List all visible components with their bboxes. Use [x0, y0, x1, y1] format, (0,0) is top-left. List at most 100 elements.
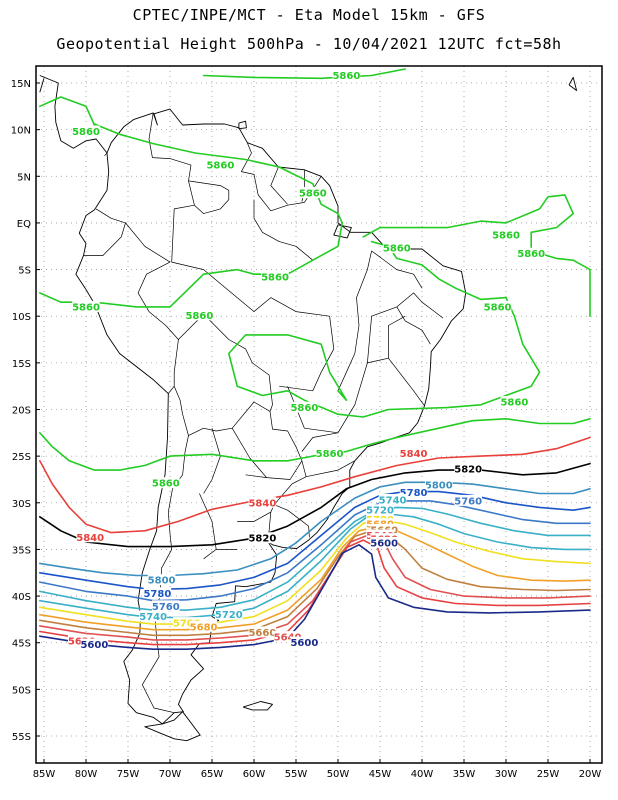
axis-labels: 15N 10N 5N EQ 5S 10S 15S 20S 25S 30S 35S 40S 45S 50S 5… [11, 79, 602, 780]
lon-tick-label: 70W [159, 769, 182, 780]
country-border [125, 222, 179, 394]
lon-tick-label: 60W [243, 769, 266, 780]
contour-label-bg [248, 532, 277, 544]
contour-label-bg [290, 401, 319, 413]
country-border [270, 297, 335, 392]
contour-label: 5860 [261, 273, 289, 284]
contour-label: 5600 [370, 538, 398, 549]
country-border [83, 208, 126, 256]
height-contour [39, 500, 591, 602]
contour-label: 5740 [379, 495, 407, 506]
country-border [301, 432, 339, 452]
lon-tick-label: 35W [453, 769, 476, 780]
contour-label: 5860 [383, 244, 411, 255]
contour-label: 5820 [454, 465, 482, 476]
contour-label-bg [152, 600, 180, 612]
lat-tick-label: 50S [12, 685, 31, 696]
lon-tick-label: 80W [75, 769, 98, 780]
lon-tick-label: 40W [411, 769, 434, 780]
contour-label-bg [425, 479, 453, 491]
lon-tick-label: 50W [327, 769, 350, 780]
contour-label-bg [173, 617, 201, 629]
contour-label-bg [399, 447, 428, 459]
contour-label-bg [139, 610, 167, 622]
height-contour [202, 68, 406, 80]
country-border [241, 142, 322, 212]
contour-label: 5800 [148, 576, 176, 587]
contour-label: 5860 [484, 302, 512, 313]
contour-label: 5720 [215, 610, 243, 621]
lat-tick-label: 20S [12, 406, 31, 417]
contour-label: 5820 [248, 534, 276, 545]
contour-label: 5660 [248, 628, 276, 639]
contour-label-bg [299, 187, 327, 199]
contour-label: 5780 [400, 488, 428, 499]
country-border [388, 315, 406, 359]
contour-label: 5800 [425, 481, 453, 492]
lon-tick-label: 75W [117, 769, 140, 780]
lat-tick-label: 10N [11, 126, 31, 137]
lat-tick-label: 25S [12, 452, 31, 463]
contour-label: 5760 [454, 496, 482, 507]
contour-label: 5700 [173, 619, 201, 630]
country-border [287, 357, 425, 434]
height-contour [39, 506, 591, 611]
contour-label-bg [378, 493, 407, 505]
contour-label-bg [206, 159, 235, 171]
lon-tick-label: 45W [369, 769, 392, 780]
contour-label: 5780 [143, 589, 171, 600]
contour-label-bg [315, 447, 344, 459]
lat-tick-label: 10S [12, 312, 31, 323]
contour-label: 5600 [290, 638, 318, 649]
contour-label-bg [517, 247, 545, 259]
lat-tick-label: 40S [12, 592, 31, 603]
country-border [236, 297, 272, 312]
contour-label-bg [76, 531, 104, 543]
chart-title: CPTEC/INPE/MCT - Eta Model 15km - GFS [132, 6, 486, 24]
contour-label-bg [189, 620, 218, 632]
lon-tick-label: 30W [495, 769, 518, 780]
height-contour [39, 418, 591, 471]
coastline [333, 224, 352, 239]
height-contour [39, 530, 591, 637]
height-contour [39, 525, 591, 631]
country-border [203, 428, 221, 494]
height-contour [362, 194, 591, 317]
contour-label-bg [332, 69, 361, 81]
country-border [245, 474, 267, 478]
contour-label: 5760 [152, 602, 180, 613]
contour-label: 5860 [185, 311, 213, 322]
contour-label-bg [500, 396, 529, 408]
coastline [39, 78, 45, 93]
contour-label: 5860 [332, 71, 360, 82]
lon-tick-label: 65W [201, 769, 224, 780]
height-contour [39, 544, 591, 650]
lon-tick-label: 25W [537, 769, 560, 780]
contour-label-bg [248, 626, 277, 638]
lat-tick-label: 15N [11, 79, 31, 90]
contour-label-bg [261, 271, 289, 283]
contour-label-bg [72, 125, 100, 137]
lat-tick-label: EQ [17, 219, 31, 230]
lon-tick-label: 55W [285, 769, 308, 780]
contour-label: 5860 [500, 398, 528, 409]
height-contour [39, 481, 591, 577]
lat-tick-label: 5S [18, 266, 31, 277]
country-border [253, 199, 314, 261]
country-border [148, 112, 195, 263]
contour-label-bg [454, 494, 482, 506]
contour-label-bg [248, 496, 277, 508]
contour-label: 5860 [299, 189, 327, 200]
contour-label-bg [147, 574, 176, 586]
contour-label: 5840 [400, 449, 428, 460]
plot-background [36, 66, 602, 763]
contour-label: 5860 [206, 161, 234, 172]
coastline [568, 76, 578, 91]
contour-label-bg [370, 536, 398, 548]
lat-tick-label: 55S [12, 732, 31, 743]
coastline [39, 75, 108, 154]
country-border [237, 511, 271, 522]
contour-label-bg [399, 486, 428, 498]
country-border [188, 180, 230, 214]
contour-label-bg [72, 300, 100, 312]
